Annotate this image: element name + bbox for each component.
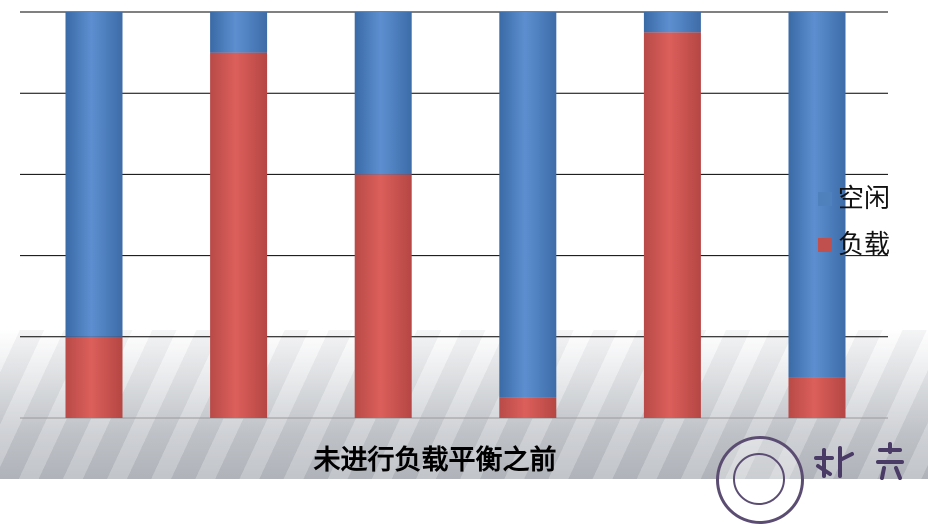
legend-swatch-load: [818, 238, 832, 252]
stacked-bar-chart: [20, 11, 888, 419]
bar-load-5: [643, 32, 701, 419]
chart-caption: 未进行负载平衡之前: [313, 445, 557, 476]
bar-idle-4: [499, 12, 557, 398]
university-seal-icon: [716, 436, 804, 524]
legend: 空闲 负载: [818, 176, 890, 268]
bar-idle-2: [210, 12, 268, 53]
bar-idle-6: [788, 12, 846, 378]
bar-idle-3: [354, 12, 412, 175]
bar-idle-1: [65, 12, 123, 337]
legend-label-idle: 空闲: [838, 184, 891, 214]
bar-load-4: [499, 397, 557, 418]
bar-load-1: [65, 336, 123, 418]
legend-swatch-idle: [818, 192, 832, 206]
background-texture: [0, 330, 928, 479]
bar-load-6: [788, 377, 846, 418]
bar-idle-5: [643, 12, 701, 33]
legend-item-load: 负载: [818, 222, 890, 268]
bars: [65, 12, 846, 419]
university-logo-icon: [814, 442, 904, 480]
legend-item-idle: 空闲: [818, 176, 890, 222]
gridlines: [20, 11, 888, 419]
bar-load-2: [210, 52, 268, 418]
bar-load-3: [354, 174, 412, 418]
legend-label-load: 负载: [838, 230, 891, 260]
